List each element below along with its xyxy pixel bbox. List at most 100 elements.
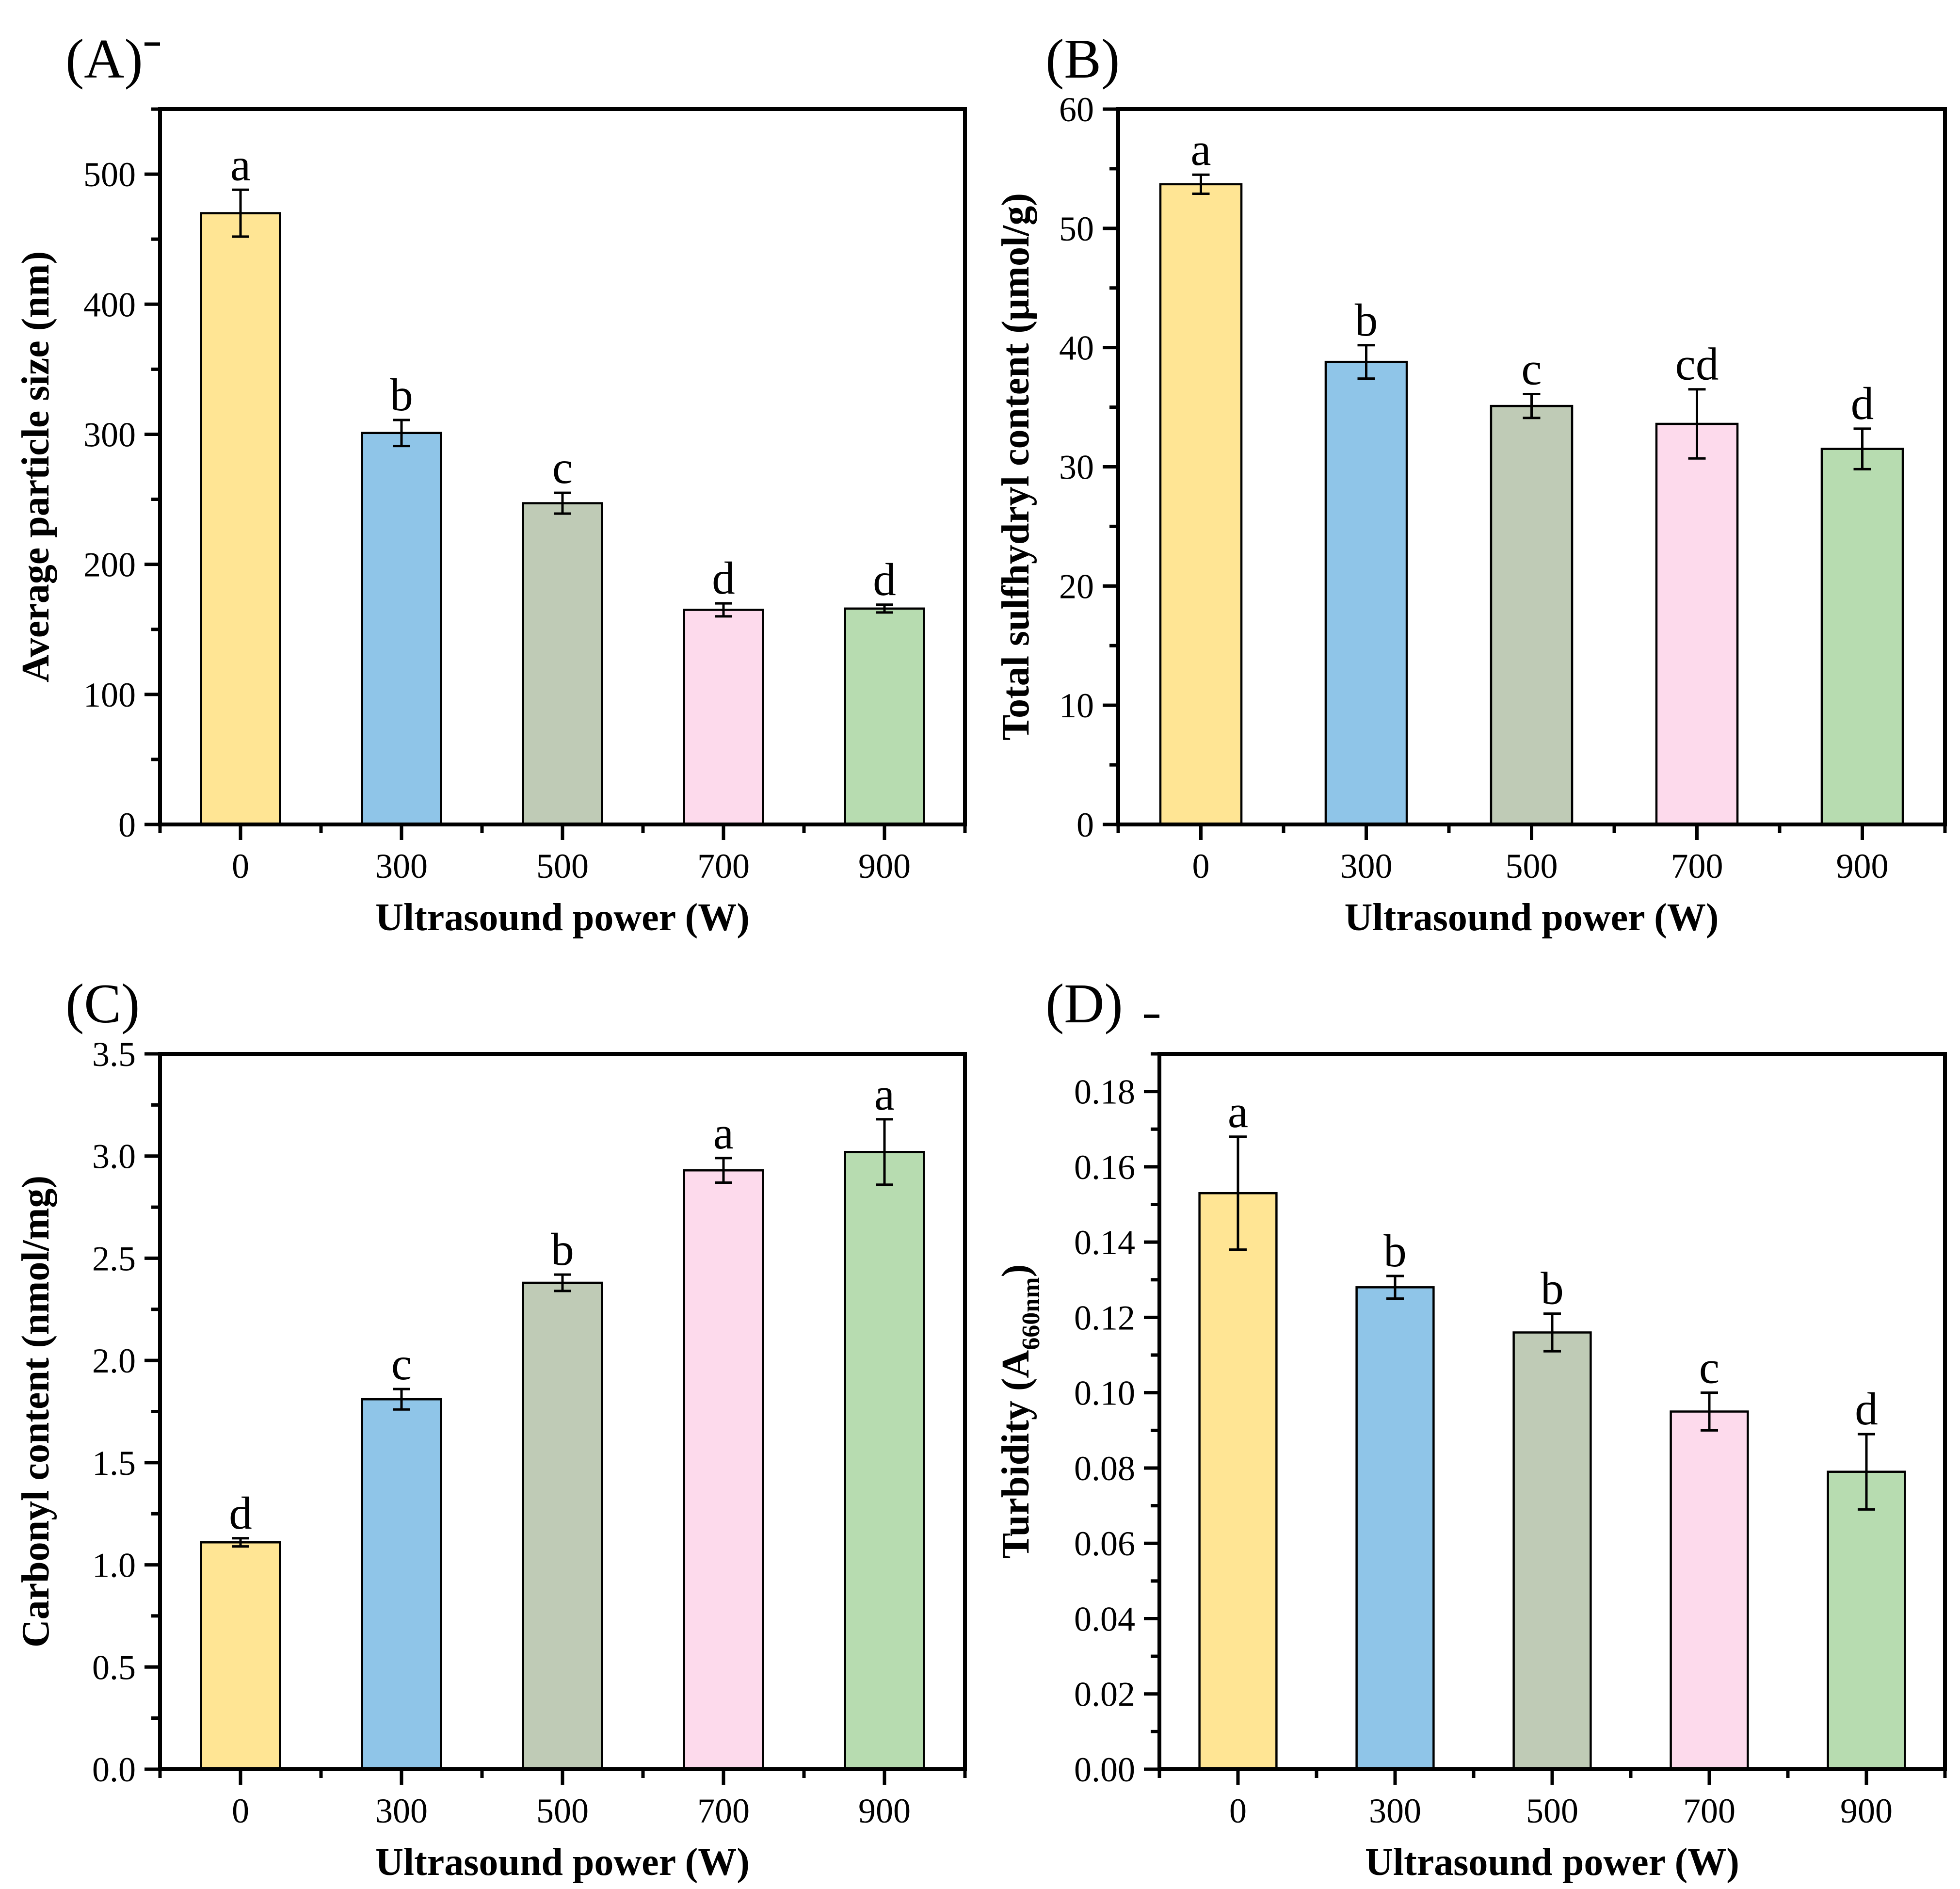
sig-letter: a xyxy=(1190,124,1211,175)
sig-letters: d c b a a xyxy=(229,1068,895,1539)
bar-0W xyxy=(200,212,281,826)
y-tick-label: 60 xyxy=(1059,90,1094,129)
bar-900W xyxy=(1827,1470,1906,1771)
bar-0W xyxy=(1198,1192,1278,1771)
x-axis-title: Ultrasound power (W) xyxy=(375,896,750,939)
x-axis-tick-labels: 0 300 500 700 900 xyxy=(232,847,911,886)
x-tick-label: 900 xyxy=(858,847,911,886)
bar-900W xyxy=(844,607,925,826)
x-tick-label: 300 xyxy=(1369,1792,1421,1830)
error-bars xyxy=(232,188,893,618)
y-tick-label: 0.00 xyxy=(1074,1750,1135,1789)
sig-letter: c xyxy=(1699,1342,1719,1393)
panel-letter: (C) xyxy=(65,973,140,1034)
sig-letter: a xyxy=(230,139,251,190)
sig-letter: a xyxy=(874,1068,895,1120)
sig-letter: b xyxy=(1541,1263,1564,1314)
sig-letter: c xyxy=(552,442,573,493)
y-tick-label: 0.04 xyxy=(1074,1599,1135,1638)
sig-letter: b xyxy=(1383,1225,1407,1276)
y-tick-label: 0.18 xyxy=(1074,1073,1135,1112)
bar-500W xyxy=(522,502,603,826)
sig-letter: b xyxy=(551,1224,574,1275)
panel-d-cell: (D) a b b c d 0.00 0.02 0.04 0.06 0.08 0.10 0.12 0.14… xyxy=(980,945,1960,1889)
sig-letter: d xyxy=(712,552,735,604)
bar-500W xyxy=(1512,1331,1592,1771)
bar-900W xyxy=(1820,448,1904,826)
x-tick-label: 900 xyxy=(1836,847,1889,886)
x-tick-label: 900 xyxy=(1840,1792,1893,1830)
sig-letter: c xyxy=(391,1338,412,1389)
y-axis-tick-labels: 0 100 200 300 400 500 xyxy=(83,155,136,844)
sig-letter: c xyxy=(1521,343,1542,395)
bar-300W xyxy=(361,1398,442,1771)
x-tick-label: 700 xyxy=(1683,1792,1735,1830)
y-tick-label: 0.0 xyxy=(92,1750,136,1789)
y-tick-label: 1.0 xyxy=(92,1546,136,1585)
sig-letter: cd xyxy=(1675,339,1719,390)
panel-c-chart: (C) d c b a a 0.0 0.5 1.0 1.5 2.0 2.5 3.0 3.5 0 300 500 7… xyxy=(15,973,967,1884)
error-bars xyxy=(1229,1135,1875,1511)
x-tick-label: 0 xyxy=(232,847,249,886)
bar-300W xyxy=(361,432,442,826)
y-tick-label: 200 xyxy=(83,546,136,584)
x-axis-title: Ultrasound power (W) xyxy=(375,1841,750,1884)
x-tick-label: 300 xyxy=(375,1792,428,1830)
bar-500W xyxy=(1490,404,1574,826)
y-tick-label: 2.5 xyxy=(92,1239,136,1278)
bar-300W xyxy=(1324,360,1408,826)
y-tick-label: 0.16 xyxy=(1074,1148,1135,1187)
x-tick-label: 300 xyxy=(1340,847,1393,886)
y-tick-label: 0.06 xyxy=(1074,1524,1135,1563)
y-axis-ticks xyxy=(145,1052,160,1771)
y-tick-label: 0.5 xyxy=(92,1648,136,1687)
y-axis-ticks xyxy=(145,42,160,826)
y-tick-label: 20 xyxy=(1059,567,1094,606)
panel-b-chart: (B) a b c cd d 0 10 20 30 40 50 60 0 300 500 700 900 Ultra… xyxy=(995,28,1947,939)
bars xyxy=(200,1151,925,1771)
x-axis-tick-labels: 0 300 500 700 900 xyxy=(1229,1792,1893,1830)
y-axis-title: Turbidity (A660nm) xyxy=(995,1264,1045,1559)
x-axis-ticks xyxy=(158,1769,967,1785)
bars xyxy=(200,212,925,826)
x-axis-title: Ultrasound power (W) xyxy=(1365,1841,1739,1884)
y-tick-label: 2.0 xyxy=(92,1341,136,1380)
y-tick-label: 40 xyxy=(1059,329,1094,368)
x-axis-title: Ultrasound power (W) xyxy=(1345,896,1719,939)
panel-letter: (A) xyxy=(65,28,143,90)
sig-letters: a b b c d xyxy=(1228,1086,1878,1435)
y-axis-ticks xyxy=(1103,107,1118,826)
y-axis-title: Total sulfhydryl content (μmol/g) xyxy=(995,193,1037,741)
y-tick-label: 500 xyxy=(83,155,136,194)
y-tick-label: 50 xyxy=(1059,210,1094,248)
y-tick-label: 1.5 xyxy=(92,1444,136,1483)
panel-letter: (B) xyxy=(1045,28,1120,90)
x-tick-label: 900 xyxy=(858,1792,911,1830)
y-tick-label: 100 xyxy=(83,676,136,714)
x-axis-ticks xyxy=(158,824,967,840)
y-axis-title: Carbonyl content (nmol/mg) xyxy=(15,1176,57,1647)
panel-c-cell: (C) d c b a a 0.0 0.5 1.0 1.5 2.0 2.5 3.0 3.5 0 300 500 7… xyxy=(0,945,980,1889)
x-tick-label: 0 xyxy=(1229,1792,1247,1830)
sig-letter: d xyxy=(1851,378,1874,429)
sig-letters: a b c d d xyxy=(230,139,896,605)
x-axis-tick-labels: 0 300 500 700 900 xyxy=(232,1792,911,1830)
x-tick-label: 500 xyxy=(1506,847,1558,886)
sig-letter: a xyxy=(1228,1086,1248,1137)
panel-b-cell: (B) a b c cd d 0 10 20 30 40 50 60 0 300 500 700 900 Ultra… xyxy=(980,0,1960,944)
x-tick-label: 0 xyxy=(232,1792,249,1830)
y-tick-label: 3.5 xyxy=(92,1035,136,1074)
y-tick-label: 400 xyxy=(83,285,136,324)
panel-d-chart: (D) a b b c d 0.00 0.02 0.04 0.06 0.08 0.10 0.12 0.14… xyxy=(995,973,1947,1884)
y-axis-tick-labels: 0 10 20 30 40 50 60 xyxy=(1059,90,1094,844)
y-tick-label: 3.0 xyxy=(92,1137,136,1176)
bars xyxy=(1198,1192,1906,1771)
bar-500W xyxy=(522,1281,603,1771)
x-tick-label: 700 xyxy=(697,1792,750,1830)
y-tick-label: 30 xyxy=(1059,448,1094,487)
y-tick-label: 0.08 xyxy=(1074,1449,1135,1488)
error-bars xyxy=(1192,173,1871,470)
x-tick-label: 0 xyxy=(1192,847,1210,886)
x-axis-ticks xyxy=(1116,824,1947,840)
bar-900W xyxy=(844,1151,925,1771)
